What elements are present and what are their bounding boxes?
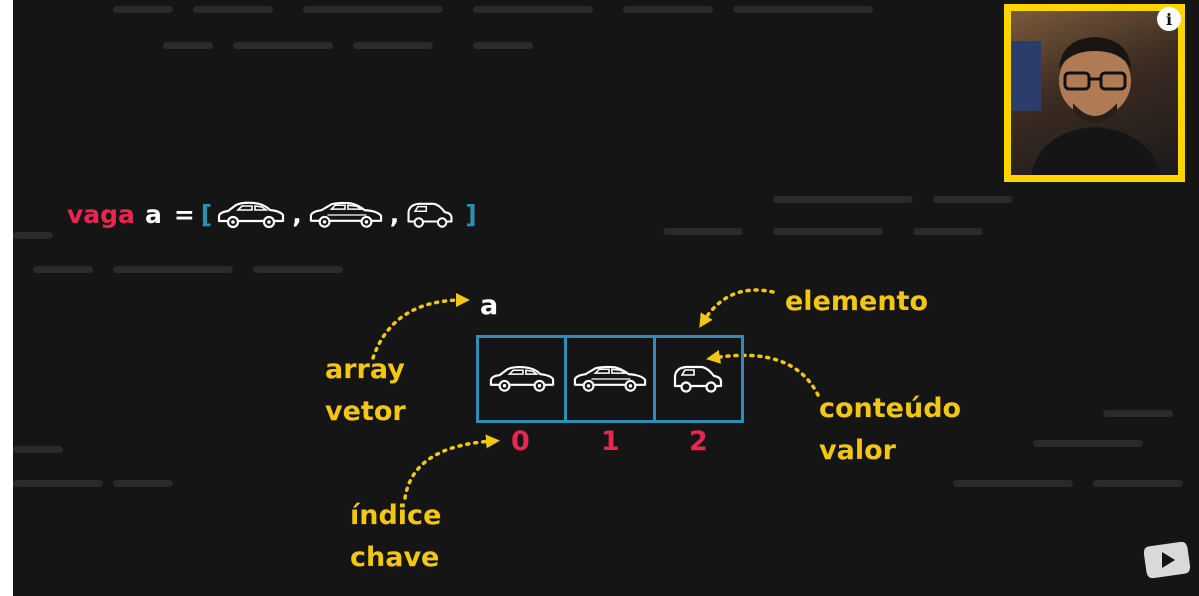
code-open-bracket: [ <box>200 200 213 229</box>
arrow-elemento <box>699 288 775 328</box>
code-keyword: vaga <box>67 200 135 229</box>
array-cell-0 <box>479 338 568 420</box>
code-variable: a <box>144 200 162 229</box>
video-frame: vaga a = [ , , ] a 0 1 2 array vetor ele… <box>13 0 1199 596</box>
small-car-icon <box>672 364 724 394</box>
index-2: 2 <box>689 426 708 457</box>
array-box <box>476 335 744 423</box>
code-comma: , <box>292 200 302 229</box>
code-comma: , <box>389 200 400 229</box>
sedan-car-icon <box>488 365 556 393</box>
arrow-conteudo <box>706 349 820 397</box>
presenter-webcam <box>1004 4 1185 182</box>
arrow-indice <box>403 434 500 500</box>
label-array: array <box>325 354 405 385</box>
label-indice: índice <box>350 500 442 531</box>
array-name: a <box>480 290 499 321</box>
code-equals: = <box>173 200 195 229</box>
hatchback-car-icon <box>572 365 648 393</box>
label-chave: chave <box>350 542 440 573</box>
annotation-arrows <box>371 288 820 500</box>
info-icon[interactable]: i <box>1157 7 1181 31</box>
label-vetor: vetor <box>325 396 406 427</box>
index-1: 1 <box>601 426 620 457</box>
array-cell-1 <box>567 338 656 420</box>
label-elemento: elemento <box>785 286 929 317</box>
label-valor: valor <box>819 435 896 466</box>
label-conteudo: conteúdo <box>819 393 962 424</box>
code-line: vaga a = [ , , ] <box>67 200 477 229</box>
arrow-array-name <box>371 293 470 360</box>
presenter-avatar-icon <box>1011 37 1161 175</box>
index-0: 0 <box>511 426 530 457</box>
code-close-bracket: ] <box>465 200 477 229</box>
array-cell-2 <box>656 338 741 420</box>
play-logo-icon[interactable] <box>1143 540 1191 580</box>
